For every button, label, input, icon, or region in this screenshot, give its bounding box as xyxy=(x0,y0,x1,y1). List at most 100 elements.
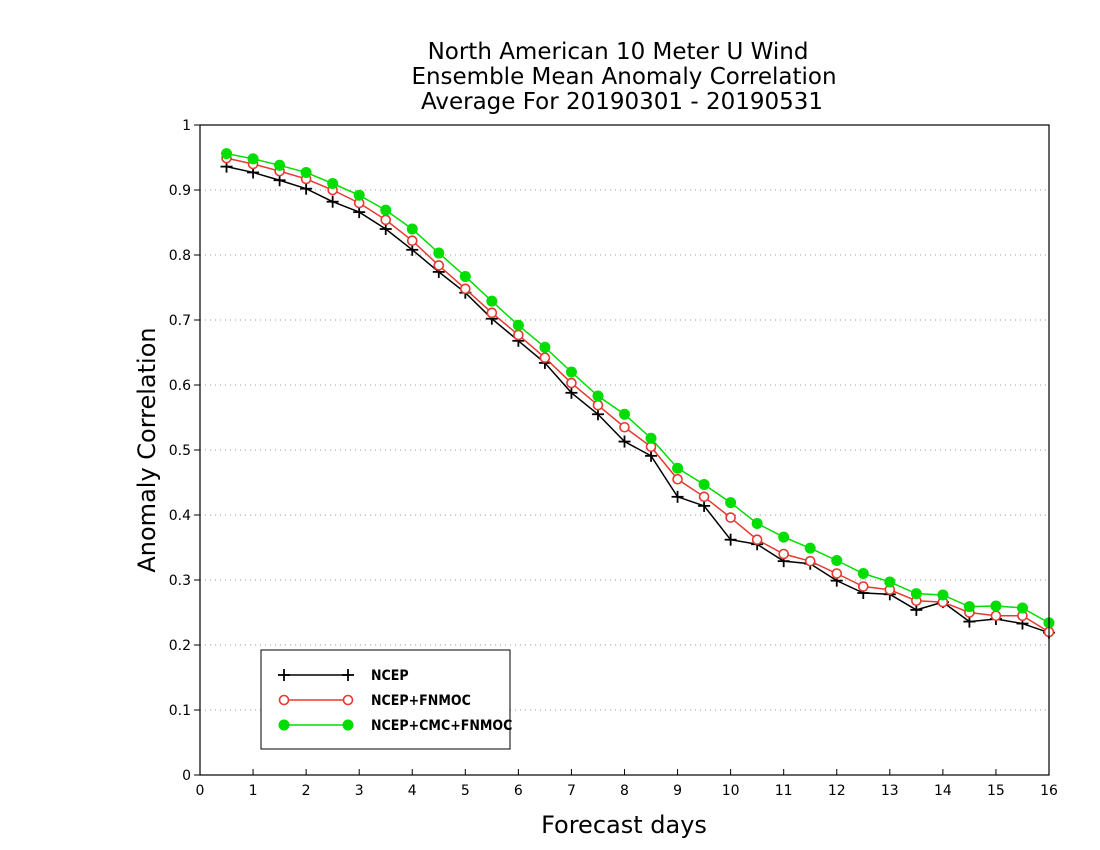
series-ncep xyxy=(220,160,1055,639)
data-point xyxy=(539,341,551,353)
chart-title-line-1: North American 10 Meter U Wind xyxy=(428,39,809,65)
data-point xyxy=(221,148,233,160)
legend-marker xyxy=(342,694,354,706)
chart-title-line-3: Average For 20190301 - 20190531 xyxy=(421,89,823,115)
legend-box xyxy=(260,649,511,750)
legend-item: NCEP xyxy=(278,668,409,684)
data-point xyxy=(460,283,471,295)
data-point xyxy=(353,189,365,201)
x-tick-label: 11 xyxy=(775,783,793,799)
x-tick-label: 8 xyxy=(620,783,629,799)
y-tick-label: 0.3 xyxy=(169,573,191,589)
legend-label: NCEP+FNMOC xyxy=(371,693,471,709)
y-tick-label: 0.4 xyxy=(169,508,191,524)
series-line xyxy=(226,152,1050,624)
legend-marker xyxy=(342,669,354,681)
data-point xyxy=(274,159,286,171)
data-point xyxy=(406,235,418,246)
x-tick-label: 9 xyxy=(673,783,682,799)
x-tick-label: 4 xyxy=(408,783,417,799)
series-line xyxy=(226,165,1050,634)
data-point xyxy=(751,534,763,546)
legend-marker xyxy=(278,694,290,706)
data-point xyxy=(804,555,816,567)
data-point xyxy=(937,589,949,601)
x-tick-label: 0 xyxy=(196,783,205,799)
data-point xyxy=(326,195,339,208)
data-point xyxy=(433,247,445,259)
data-point xyxy=(566,377,577,389)
data-point xyxy=(963,601,975,613)
data-point xyxy=(672,473,683,485)
data-point xyxy=(618,435,631,448)
data-point xyxy=(725,512,736,523)
data-point xyxy=(486,295,498,307)
chart-title-line-2: Ensemble Mean Anomaly Correlation xyxy=(411,64,836,90)
data-point xyxy=(672,462,684,474)
x-tick-label: 6 xyxy=(514,783,523,799)
data-point xyxy=(619,408,630,420)
legend-label: NCEP xyxy=(371,668,409,684)
legend-item: NCEP+CMC+FNMOC xyxy=(278,718,512,734)
x-tick-label: 1 xyxy=(249,783,258,799)
data-point xyxy=(778,531,790,543)
legend-item: NCEP+FNMOC xyxy=(278,693,471,709)
data-point xyxy=(857,581,869,592)
legend-marker xyxy=(342,719,354,731)
y-axis-label: Anomaly Correlation xyxy=(133,327,161,572)
chart-title: North American 10 Meter U Wind Ensemble … xyxy=(411,39,836,115)
y-tick-label: 1 xyxy=(182,118,191,134)
data-point xyxy=(459,270,471,282)
x-tick-label: 10 xyxy=(722,783,740,799)
x-tick-label: 15 xyxy=(987,783,1005,799)
data-point xyxy=(380,204,392,216)
data-point xyxy=(592,399,604,411)
x-axis-label: Forecast days xyxy=(541,811,707,839)
data-point xyxy=(513,329,524,341)
data-point xyxy=(565,386,578,399)
data-point xyxy=(990,600,1002,612)
data-point xyxy=(990,610,1002,622)
data-point xyxy=(406,223,418,235)
data-point xyxy=(619,421,630,433)
x-tick-label: 5 xyxy=(461,783,470,799)
y-gridlines xyxy=(200,189,1049,711)
data-point xyxy=(539,352,551,364)
data-point xyxy=(1016,602,1028,614)
y-tick-label: 0 xyxy=(182,768,191,784)
legend-marker xyxy=(278,719,290,731)
data-point xyxy=(751,517,763,529)
data-point xyxy=(698,491,710,503)
x-tick-label: 13 xyxy=(881,783,899,799)
legend-marker xyxy=(278,669,290,681)
data-point xyxy=(671,490,684,503)
data-point xyxy=(327,178,339,189)
y-tick-label: 0.6 xyxy=(169,378,191,394)
y-tick-label: 0.9 xyxy=(169,183,191,199)
data-point xyxy=(857,568,869,579)
data-point xyxy=(433,260,445,271)
x-axis: 0 1 2 3 4 5 6 7 8 9 10 11 12 13 14 15 16 xyxy=(196,769,1058,799)
x-tick-label: 12 xyxy=(828,783,846,799)
data-point xyxy=(380,214,392,226)
legend: NCEP NCEP+FNMOC NCEP+CMC+FNMOC xyxy=(260,649,512,750)
data-point xyxy=(486,307,498,319)
data-point xyxy=(778,548,789,560)
x-tick-label: 3 xyxy=(355,783,364,799)
y-tick-label: 0.7 xyxy=(169,313,191,329)
data-point xyxy=(724,533,737,546)
data-point xyxy=(645,432,657,444)
data-point xyxy=(698,478,710,490)
series-ncep-cmc-fnmoc xyxy=(221,148,1055,629)
series-ncep-fnmoc xyxy=(221,152,1055,638)
legend-label: NCEP+CMC+FNMOC xyxy=(371,718,512,734)
series-line xyxy=(226,157,1050,633)
data-point xyxy=(300,182,313,195)
y-tick-label: 0.1 xyxy=(169,703,191,719)
data-point xyxy=(725,497,737,509)
data-point xyxy=(565,366,577,378)
x-tick-label: 16 xyxy=(1040,783,1058,799)
x-tick-label: 14 xyxy=(934,783,952,799)
data-point xyxy=(831,555,843,566)
